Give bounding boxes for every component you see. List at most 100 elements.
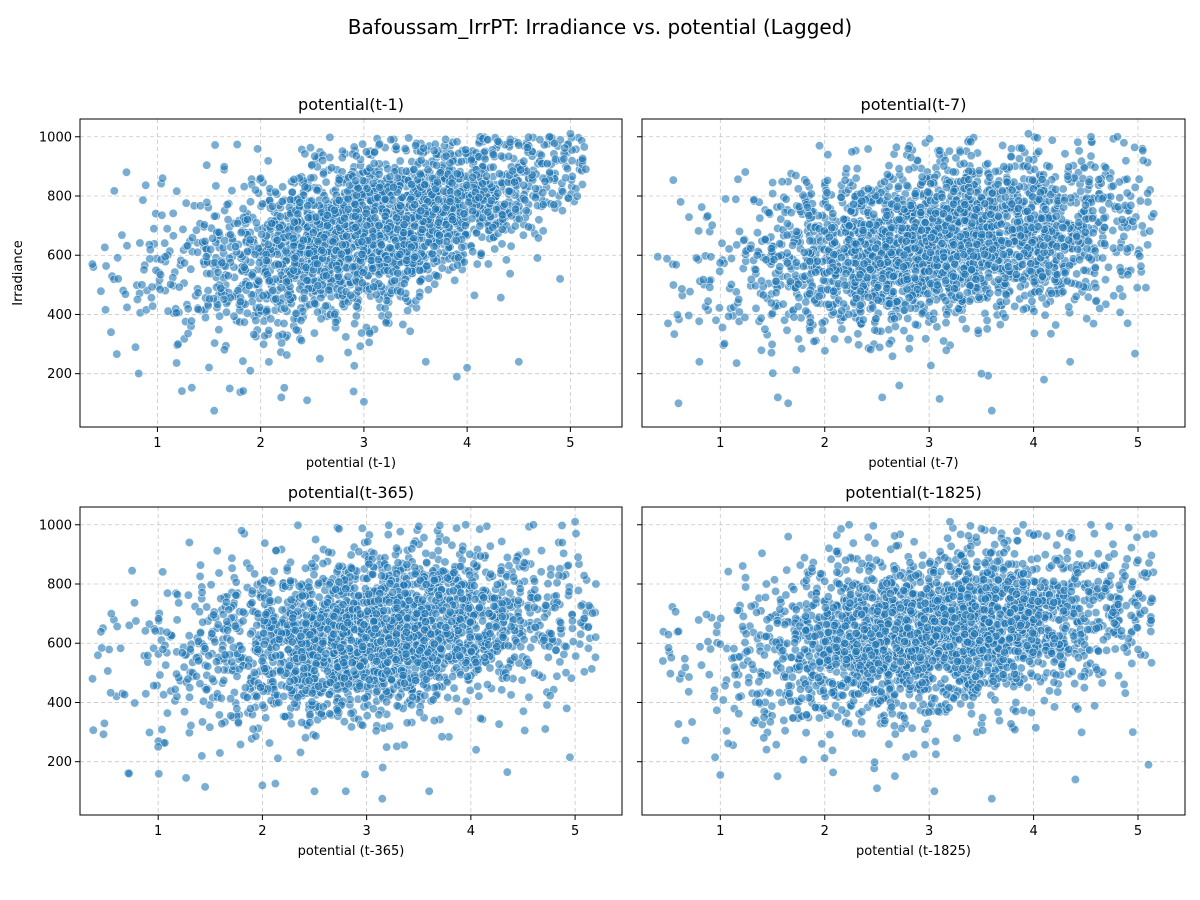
scatter-point (714, 303, 724, 313)
scatter-point (205, 269, 215, 279)
scatter-point (300, 182, 310, 192)
scatter-point (684, 310, 694, 320)
scatter-point (474, 193, 484, 203)
scatter-point (504, 151, 514, 161)
scatter-point (220, 236, 230, 246)
scatter-point (1043, 233, 1053, 243)
scatter-point (158, 173, 168, 183)
scatter-point (545, 132, 555, 142)
scatter-point (483, 207, 493, 217)
scatter-point (1101, 275, 1111, 285)
scatter-point (395, 201, 405, 211)
scatter-point (296, 315, 306, 325)
scatter-point (488, 223, 498, 233)
scatter-point (145, 245, 155, 255)
scatter-point (223, 271, 233, 281)
scatter-point (122, 167, 132, 177)
scatter-point (235, 297, 245, 307)
scatter-point (315, 354, 325, 364)
scatter-point (361, 208, 371, 218)
scatter-point (195, 201, 205, 211)
scatter-point (866, 344, 876, 354)
scatter-point (180, 258, 190, 268)
scatter-point (327, 163, 337, 173)
scatter-point (1099, 213, 1109, 223)
scatter-point (259, 339, 269, 349)
scatter-point (993, 211, 1003, 221)
scatter-point (1083, 292, 1093, 302)
scatter-point (257, 199, 267, 209)
scatter-point (187, 383, 197, 393)
scatter-point (238, 356, 248, 366)
scatter-point (802, 177, 812, 187)
x-tick-label: 4 (463, 436, 471, 451)
scatter-point (281, 246, 291, 256)
scatter-point (1006, 152, 1016, 162)
scatter-point (1084, 253, 1094, 263)
scatter-point (782, 219, 792, 229)
scatter-point (361, 147, 371, 157)
scatter-point (775, 239, 785, 249)
scatter-point (163, 306, 173, 316)
scatter-point (208, 233, 218, 243)
scatter-point (403, 306, 413, 316)
scatter-point (1090, 246, 1100, 256)
scatter-point (112, 349, 122, 359)
scatter-point (890, 321, 900, 331)
scatter-point (1041, 299, 1051, 309)
scatter-point (296, 335, 306, 345)
scatter-point (1137, 221, 1147, 231)
scatter-point (724, 311, 734, 321)
scatter-point (879, 177, 889, 187)
scatter-point (339, 213, 349, 223)
scatter-point (226, 230, 236, 240)
scatter-point (781, 194, 791, 204)
scatter-point (982, 324, 992, 334)
scatter-point (295, 197, 305, 207)
scatter-point (490, 244, 500, 254)
scatter-point (407, 180, 417, 190)
scatter-point (1044, 260, 1054, 270)
scatter-point (147, 282, 157, 292)
scatter-point (122, 302, 132, 312)
figure-suptitle: Bafoussam_IrrPT: Irradiance vs. potentia… (348, 15, 852, 39)
scatter-point (1123, 270, 1133, 280)
scatter-point (462, 363, 472, 373)
scatter-point (358, 267, 368, 277)
scatter-point (496, 293, 506, 303)
scatter-point (239, 182, 249, 192)
scatter-point (302, 395, 312, 405)
scatter-point (751, 265, 761, 275)
scatter-point (1115, 193, 1125, 203)
scatter-point (328, 237, 338, 247)
scatter-point (202, 160, 212, 170)
scatter-point (476, 248, 486, 258)
scatter-point (1122, 188, 1132, 198)
scatter-point (837, 324, 847, 334)
scatter-point (450, 275, 460, 285)
scatter-point (1062, 276, 1072, 286)
scatter-point (1099, 222, 1109, 232)
scatter-point (318, 169, 328, 179)
scatter-point (786, 208, 796, 218)
scatter-point (242, 215, 252, 225)
scatter-point (985, 288, 995, 298)
scatter-point (219, 294, 229, 304)
scatter-point (530, 193, 540, 203)
scatter-point (277, 197, 287, 207)
scatter-point (1017, 260, 1027, 270)
scatter-point (289, 217, 299, 227)
scatter-point (805, 289, 815, 299)
scatter-point (691, 253, 701, 263)
scatter-point (336, 249, 346, 259)
panel-1: 1 2 3 4 52004006008001000potential(t-1)poten… (11, 95, 623, 471)
scatter-point (1029, 306, 1039, 316)
scatter-point (331, 317, 341, 327)
scatter-point (949, 186, 959, 196)
scatter-point (578, 154, 588, 164)
scatter-point (279, 318, 289, 328)
scatter-point (399, 228, 409, 238)
scatter-point (698, 275, 708, 285)
scatter-point (937, 238, 947, 248)
